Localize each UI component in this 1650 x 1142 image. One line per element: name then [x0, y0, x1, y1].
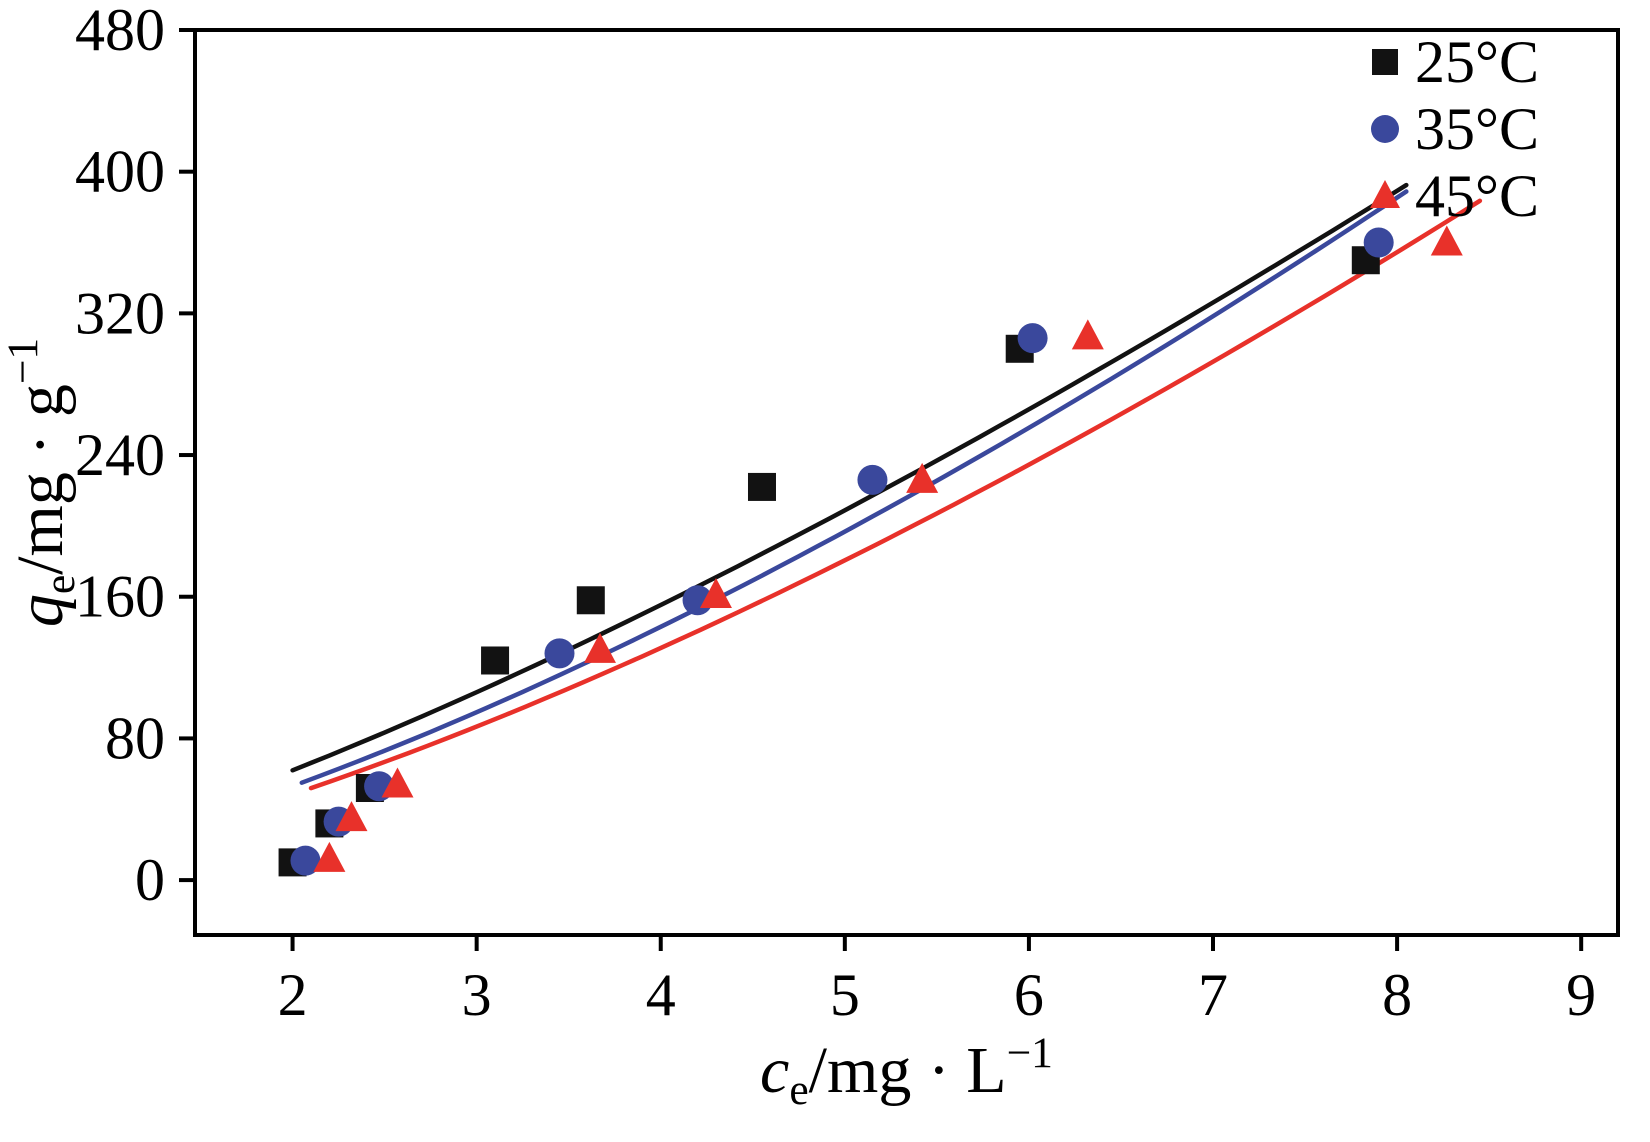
- data-point-triangle: [906, 462, 939, 493]
- data-point-triangle: [313, 841, 346, 872]
- data-point-triangle: [699, 577, 732, 608]
- legend-label: 45°C: [1415, 163, 1539, 229]
- y-axis-label: qe/mg · g−1: [0, 338, 84, 627]
- data-point-triangle: [1071, 319, 1104, 350]
- fit-curve-25C: [290, 182, 1409, 773]
- x-tick-label: 3: [462, 962, 492, 1028]
- x-tick-label: 5: [830, 962, 860, 1028]
- data-point-circle: [1017, 323, 1048, 354]
- data-point-circle: [290, 845, 321, 876]
- y-tick-label: 320: [75, 280, 165, 346]
- fit-curve-35C: [299, 189, 1409, 785]
- data-point-triangle: [381, 767, 414, 798]
- data-point-circle: [1363, 227, 1394, 258]
- legend-label: 35°C: [1415, 96, 1539, 162]
- data-point-square: [747, 472, 776, 501]
- data-point-triangle: [335, 801, 368, 832]
- x-tick-label: 6: [1014, 962, 1044, 1028]
- x-tick-label: 8: [1382, 962, 1412, 1028]
- plot-border: [193, 28, 1620, 937]
- x-axis-label: ce/mg · L−1: [760, 1029, 1053, 1114]
- data-point-triangle: [583, 632, 616, 663]
- legend-marker-circle: [1371, 115, 1399, 143]
- legend-marker-square: [1372, 49, 1398, 75]
- y-tick-label: 0: [135, 847, 165, 913]
- x-tick-label: 4: [646, 962, 676, 1028]
- legend-marker-triangle: [1370, 180, 1400, 208]
- fit-curve-45C: [308, 198, 1483, 791]
- y-tick-label: 240: [75, 422, 165, 488]
- y-tick-label: 160: [75, 564, 165, 630]
- x-tick-label: 9: [1566, 962, 1596, 1028]
- x-tick-label: 7: [1198, 962, 1228, 1028]
- y-tick-label: 80: [105, 705, 165, 771]
- data-point-square: [481, 646, 510, 675]
- data-point-circle: [857, 464, 888, 495]
- y-tick-label: 400: [75, 139, 165, 205]
- y-tick-label: 480: [75, 0, 165, 63]
- x-tick-label: 2: [278, 962, 308, 1028]
- data-point-circle: [544, 638, 575, 669]
- legend-label: 25°C: [1415, 29, 1539, 95]
- data-point-square: [576, 586, 605, 615]
- data-point-triangle: [1430, 225, 1463, 256]
